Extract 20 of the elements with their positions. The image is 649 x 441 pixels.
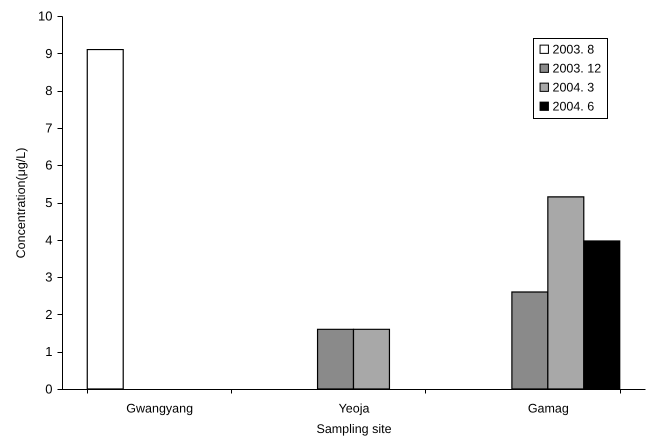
y-tick-label: 6 [45,158,52,173]
legend-label: 2003. 8 [552,42,594,56]
y-axis-title: Concentration(μg/L) [14,148,28,258]
y-tick-label: 9 [45,46,52,61]
y-tick-label: 5 [45,195,52,210]
y-tick-label: 7 [45,120,52,136]
legend-label: 2004. 6 [552,99,594,114]
legend-label: 2003. 12 [552,61,602,76]
x-axis-title: Sampling site [316,422,392,436]
y-tick-label: 4 [45,232,52,248]
y-tick-label: 10 [38,8,52,24]
y-tick-label: 3 [45,270,52,285]
x-tick-label: Gamag [528,402,569,416]
x-tick-label: Gwangyang [126,402,194,416]
y-tick-label: 8 [45,83,52,98]
y-tick-label: 1 [45,344,52,360]
y-tick-label: 2 [45,306,52,322]
legend-label: 2004. 3 [552,80,594,94]
x-tick-label: Yeoja [338,402,370,416]
y-tick-label: 0 [45,382,52,396]
